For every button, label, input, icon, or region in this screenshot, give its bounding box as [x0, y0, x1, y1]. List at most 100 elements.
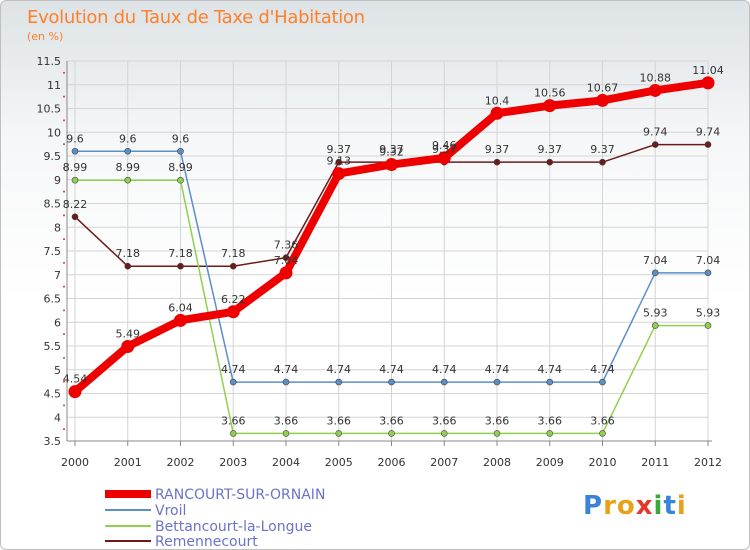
data-label: 4.74	[538, 363, 563, 376]
data-point	[651, 322, 659, 329]
y-minor-tick	[63, 261, 65, 264]
y-tick-label: 7.5	[44, 245, 62, 258]
data-label: 6.22	[221, 293, 246, 306]
x-tick-label: 2010	[589, 456, 617, 469]
data-label: 4.74	[221, 363, 246, 376]
data-label: 10.56	[534, 87, 566, 100]
data-label: 4.74	[590, 363, 615, 376]
data-label: 5.93	[643, 307, 668, 320]
y-tick-label: 3.5	[44, 435, 62, 448]
series-lines	[68, 76, 715, 437]
data-label: 8.99	[168, 161, 193, 174]
data-point	[335, 378, 343, 386]
data-label: 3.66	[221, 414, 246, 427]
data-label: 4.74	[327, 363, 352, 376]
data-point	[704, 141, 712, 148]
y-tick-label: 8.5	[44, 198, 62, 211]
data-label: 7.04	[274, 254, 299, 267]
y-minor-tick	[63, 190, 65, 193]
data-point	[229, 378, 237, 386]
x-tick-label: 2012	[694, 456, 722, 469]
y-tick-label: 10.5	[37, 103, 62, 116]
data-point	[174, 313, 187, 327]
data-point	[385, 158, 398, 172]
y-tick-label: 4	[54, 411, 61, 424]
data-label: 4.54	[63, 373, 88, 386]
y-tick-label: 5.5	[44, 340, 62, 353]
data-point	[332, 167, 346, 181]
y-tick-label: 5	[54, 364, 61, 377]
x-tick-label: 2011	[641, 456, 669, 469]
data-point	[282, 378, 290, 386]
data-point	[440, 378, 448, 386]
logo-letter: P	[583, 491, 604, 521]
data-label: 3.66	[379, 414, 404, 427]
data-label: 9.37	[379, 143, 404, 156]
data-point	[177, 176, 184, 184]
y-minor-tick	[63, 238, 65, 241]
data-label: 9.37	[432, 143, 457, 156]
y-tick-label: 6.5	[44, 293, 62, 306]
x-tick-label: 2007	[430, 456, 458, 469]
data-point	[71, 213, 79, 221]
data-label: 7.04	[696, 254, 721, 267]
y-tick-label: 4.5	[44, 388, 62, 401]
logo-letter: r	[603, 491, 617, 521]
data-label: 4.74	[432, 363, 457, 376]
axes: 3.5 4 4.5 5 5.5 6 6.5 7 7.5 8 8.5 9 9.5 10 10.5 11 11.5 2…	[37, 55, 723, 469]
data-point	[704, 322, 712, 329]
y-tick-label: 10	[47, 126, 61, 139]
legend-label: Remennecourt	[155, 534, 258, 549]
data-point	[177, 147, 184, 155]
data-point	[226, 305, 240, 319]
data-point	[229, 262, 237, 270]
y-tick-label: 11	[47, 79, 61, 92]
data-label: 9.74	[696, 126, 721, 139]
x-tick-label: 2001	[114, 456, 142, 469]
logo-letter: i	[653, 491, 664, 521]
chart-unit-label: (en %)	[27, 30, 64, 43]
data-label: 9.13	[327, 155, 352, 168]
x-tick-label: 2003	[219, 456, 247, 469]
data-label: 7.04	[643, 254, 668, 267]
x-tick-label: 2009	[536, 456, 564, 469]
data-label: 9.37	[590, 143, 615, 156]
data-label: 9.6	[172, 132, 190, 145]
data-point	[388, 430, 395, 437]
data-label: 3.66	[538, 414, 563, 427]
data-point	[437, 151, 451, 165]
y-minor-tick	[63, 285, 65, 288]
logo-letter: x	[635, 491, 654, 521]
data-labels: 4.54 5.49 6.04 6.22 7.04 9.13 9.32 9.46 10.4 10.5…	[63, 64, 724, 428]
data-point	[279, 266, 293, 280]
y-minor-tick	[63, 428, 65, 431]
proxiti-logo: Proxiti	[583, 491, 687, 521]
data-point	[543, 99, 557, 113]
data-point	[599, 430, 606, 437]
data-point	[229, 430, 237, 437]
data-point	[490, 106, 504, 120]
data-label: 4.74	[379, 363, 404, 376]
data-point	[596, 93, 609, 107]
data-point	[124, 147, 132, 155]
data-point	[335, 158, 343, 166]
y-minor-tick	[63, 356, 65, 359]
data-label: 9.46	[432, 139, 457, 152]
data-point	[124, 262, 132, 270]
data-label: 5.93	[696, 307, 721, 320]
data-label: 3.66	[590, 414, 615, 427]
legend-label: Vroil	[155, 503, 186, 519]
x-tick-label: 2008	[483, 456, 511, 469]
data-label: 7.18	[116, 247, 141, 260]
x-tick-label: 2000	[61, 456, 89, 469]
data-point	[599, 158, 606, 166]
data-label: 10.67	[587, 81, 619, 94]
y-minor-tick	[63, 166, 65, 169]
data-label: 5.49	[116, 327, 141, 340]
y-tick-label: 9	[54, 174, 61, 187]
y-minor-tick	[63, 214, 65, 217]
data-point	[440, 430, 448, 437]
data-label: 4.74	[485, 363, 510, 376]
data-point	[546, 158, 554, 166]
